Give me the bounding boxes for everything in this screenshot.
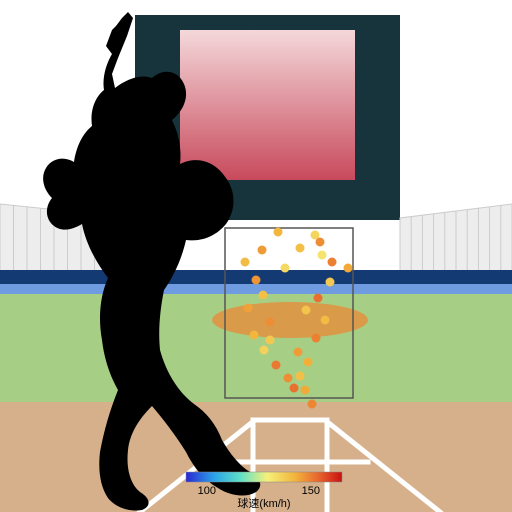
figure-svg: 100 150 球速(km/h) (0, 0, 512, 512)
legend-tick: 100 (198, 485, 216, 497)
pitch-location-figure: 100 150 球速(km/h) (0, 0, 512, 512)
stadium-background (0, 15, 512, 512)
legend-tick: 150 (302, 485, 320, 497)
legend-label: 球速(km/h) (237, 496, 290, 510)
